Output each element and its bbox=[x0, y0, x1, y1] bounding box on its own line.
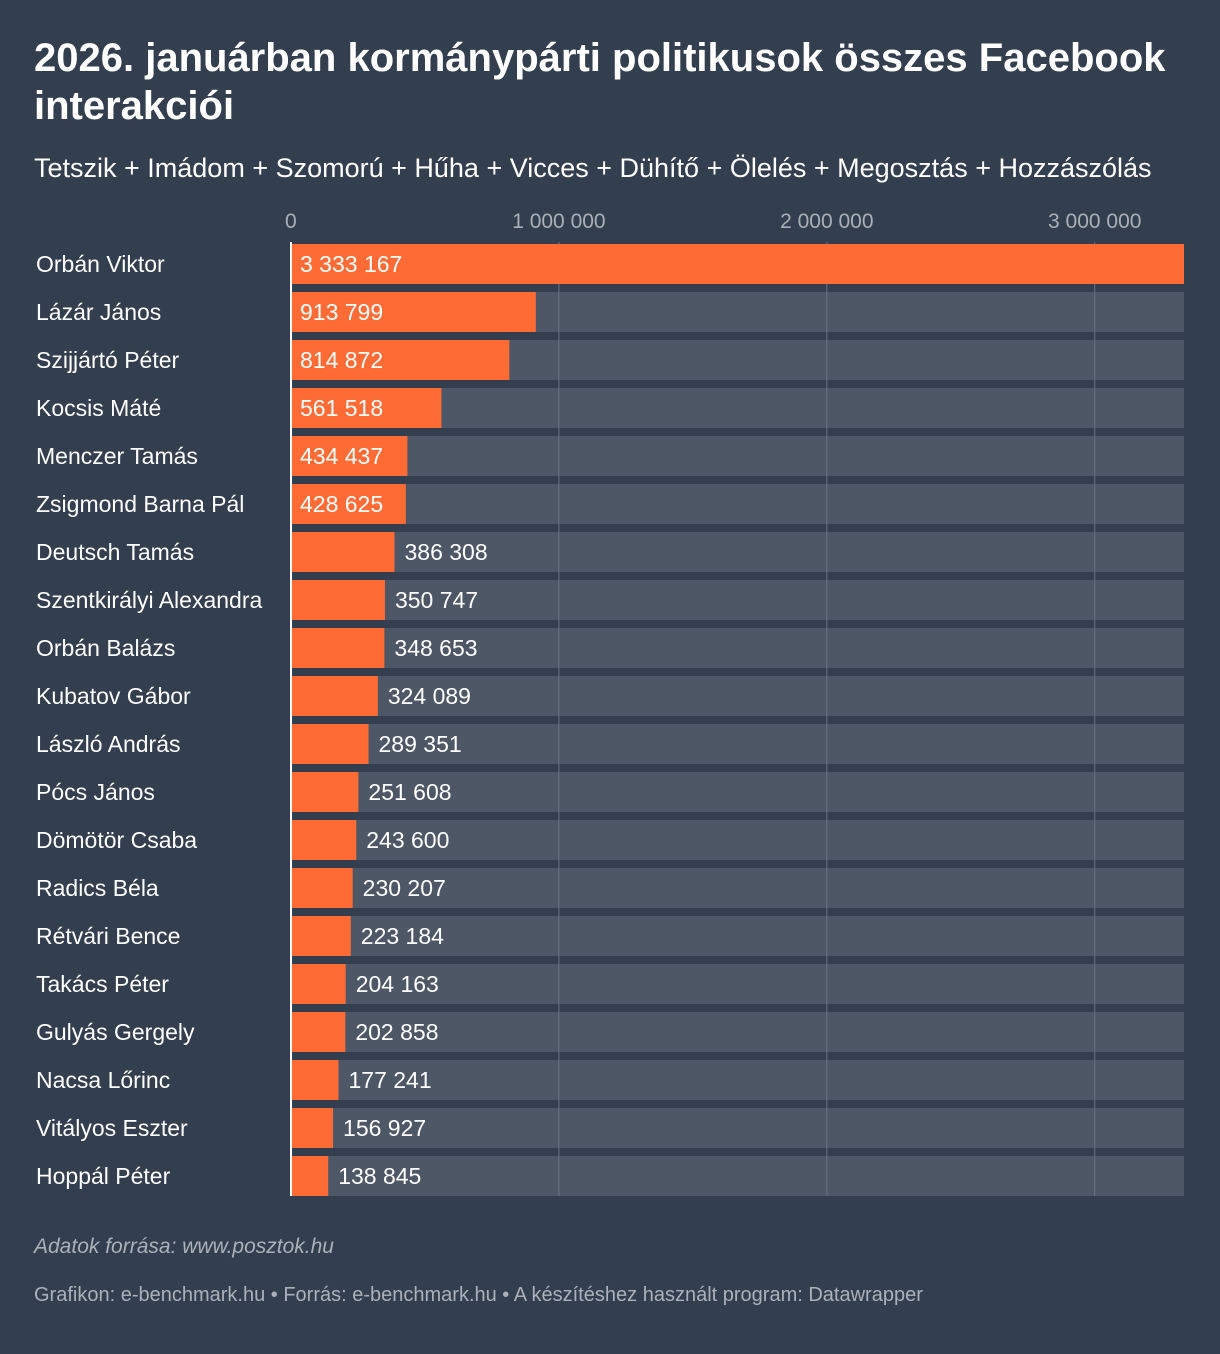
category-label: Kubatov Gábor bbox=[36, 683, 191, 709]
bar bbox=[291, 1060, 339, 1100]
value-label: 177 241 bbox=[348, 1067, 431, 1093]
category-label: Gulyás Gergely bbox=[36, 1019, 195, 1045]
bar bbox=[291, 484, 406, 524]
bar-track bbox=[291, 724, 1184, 764]
bar bbox=[291, 676, 378, 716]
bar bbox=[291, 724, 369, 764]
value-label: 814 872 bbox=[300, 347, 383, 373]
data-source-note: Adatok forrása: www.posztok.hu bbox=[34, 1235, 334, 1258]
bar-track bbox=[291, 628, 1184, 668]
bar-track bbox=[291, 436, 1184, 476]
bar-track bbox=[291, 772, 1184, 812]
bar bbox=[291, 628, 385, 668]
category-label: Hoppál Péter bbox=[36, 1163, 171, 1189]
value-label: 913 799 bbox=[300, 299, 383, 325]
bar bbox=[291, 1156, 329, 1196]
bar bbox=[291, 1108, 334, 1148]
chart-title: 2026. januárban kormánypárti politikusok… bbox=[34, 36, 1166, 128]
category-label: Takács Péter bbox=[36, 971, 169, 997]
bar bbox=[291, 388, 442, 428]
category-label: Orbán Viktor bbox=[36, 251, 165, 277]
bar bbox=[291, 916, 351, 956]
value-label: 289 351 bbox=[379, 731, 462, 757]
x-tick-label: 0 bbox=[285, 210, 297, 233]
x-tick-label: 1 000 000 bbox=[512, 210, 605, 233]
bar-track bbox=[291, 964, 1184, 1004]
value-label: 204 163 bbox=[356, 971, 439, 997]
category-label: Radics Béla bbox=[36, 875, 159, 901]
bar-track bbox=[291, 916, 1184, 956]
value-label: 223 184 bbox=[361, 923, 444, 949]
value-label: 156 927 bbox=[343, 1115, 426, 1141]
x-tick-label: 2 000 000 bbox=[780, 210, 873, 233]
bar-track bbox=[291, 820, 1184, 860]
bar bbox=[291, 868, 353, 908]
bar bbox=[291, 292, 536, 332]
category-label: László András bbox=[36, 731, 180, 757]
category-label: Zsigmond Barna Pál bbox=[36, 491, 244, 517]
bar-track bbox=[291, 580, 1184, 620]
bar-track bbox=[291, 1156, 1184, 1196]
bar bbox=[291, 244, 1184, 284]
value-label: 3 333 167 bbox=[300, 251, 402, 277]
category-label: Nacsa Lőrinc bbox=[36, 1067, 170, 1093]
bar-track bbox=[291, 1108, 1184, 1148]
category-label: Dömötör Csaba bbox=[36, 827, 197, 853]
category-label: Menczer Tamás bbox=[36, 443, 198, 469]
value-label: 138 845 bbox=[338, 1163, 421, 1189]
bar-track bbox=[291, 532, 1184, 572]
bar bbox=[291, 820, 357, 860]
bar-track bbox=[291, 1060, 1184, 1100]
value-label: 434 437 bbox=[300, 443, 383, 469]
category-label: Pócs János bbox=[36, 779, 155, 805]
bar bbox=[291, 964, 346, 1004]
bar bbox=[291, 532, 395, 572]
value-label: 202 858 bbox=[355, 1019, 438, 1045]
category-label: Szijjártó Péter bbox=[36, 347, 180, 373]
category-label: Deutsch Tamás bbox=[36, 539, 194, 565]
value-label: 428 625 bbox=[300, 491, 383, 517]
bar bbox=[291, 436, 408, 476]
category-label: Szentkirályi Alexandra bbox=[36, 587, 262, 613]
bar-track bbox=[291, 1012, 1184, 1052]
bar-track bbox=[291, 868, 1184, 908]
bar-track bbox=[291, 484, 1184, 524]
bar bbox=[291, 772, 359, 812]
bar bbox=[291, 1012, 346, 1052]
value-label: 230 207 bbox=[363, 875, 446, 901]
category-label: Kocsis Máté bbox=[36, 395, 161, 421]
category-label: Lázár János bbox=[36, 299, 161, 325]
bar-track bbox=[291, 676, 1184, 716]
value-label: 350 747 bbox=[395, 587, 478, 613]
value-label: 243 600 bbox=[366, 827, 449, 853]
value-label: 324 089 bbox=[388, 683, 471, 709]
bar bbox=[291, 340, 510, 380]
value-label: 561 518 bbox=[300, 395, 383, 421]
value-label: 386 308 bbox=[404, 539, 487, 565]
category-label: Orbán Balázs bbox=[36, 635, 175, 661]
chart-subtitle: Tetszik + Imádom + Szomorú + Hűha + Vicc… bbox=[34, 153, 1152, 183]
chart-credits: Grafikon: e-benchmark.hu • Forrás: e-ben… bbox=[34, 1284, 923, 1306]
category-label: Rétvári Bence bbox=[36, 923, 180, 949]
x-tick-label: 3 000 000 bbox=[1048, 210, 1141, 233]
value-label: 348 653 bbox=[394, 635, 477, 661]
category-label: Vitályos Eszter bbox=[36, 1115, 188, 1141]
value-label: 251 608 bbox=[368, 779, 451, 805]
bar bbox=[291, 580, 385, 620]
